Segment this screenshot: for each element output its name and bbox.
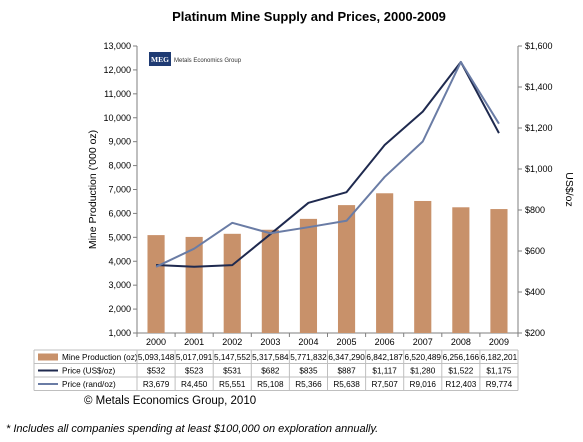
axes: 1,000 2,000 3,000 4,000 5,000 6,000 7,000 8,000… (87, 41, 575, 347)
x-tick-label: 2005 (337, 337, 357, 347)
table-cell: 6,520,489 (405, 353, 442, 362)
price-usd-line (156, 60, 500, 268)
y2-axis-title: US$/oz (563, 172, 575, 206)
x-tick-label: 2007 (413, 337, 433, 347)
y-tick-label: 1,000 (108, 328, 131, 338)
price-lines (155, 60, 500, 268)
data-table: Mine Production (oz) 5,093,148 5,017,091 5,… (33, 349, 519, 391)
table-cell: R5,638 (333, 380, 360, 389)
table-cell: 5,017,091 (176, 353, 213, 362)
table-cell: 6,347,290 (328, 353, 365, 362)
x-tick-label: 2000 (146, 337, 166, 347)
bars (147, 193, 508, 333)
y2-tick-label: $200 (525, 328, 545, 338)
y-axis-title: Mine Production ('000 oz) (87, 130, 99, 249)
production-bar (261, 229, 279, 333)
x-tick-label: 2002 (222, 337, 242, 347)
y2-tick-label: $1,000 (525, 164, 553, 174)
table-cell: $835 (299, 367, 318, 376)
y-tick-label: 5,000 (108, 232, 131, 242)
x-tick-label: 2004 (298, 337, 318, 347)
production-bar (299, 218, 318, 333)
table-cell: 6,182,201 (481, 353, 518, 362)
table-cell: R12,403 (445, 380, 476, 389)
production-bar (185, 236, 203, 333)
y-tick-label: 6,000 (108, 208, 131, 218)
table-cell: $1,522 (448, 367, 473, 376)
legend-swatch-production (38, 353, 58, 361)
production-bar (223, 233, 241, 333)
x-tick-label: 2003 (260, 337, 280, 347)
table-cell: $532 (147, 367, 166, 376)
table-cell: 6,256,166 (443, 353, 480, 362)
table-cell: R5,366 (295, 380, 322, 389)
table-cell: $1,117 (372, 367, 397, 376)
table-cell: $887 (337, 367, 356, 376)
y-tick-label: 11,000 (104, 89, 131, 99)
y-tick-label: 2,000 (108, 304, 131, 314)
chart-title: Platinum Mine Supply and Prices, 2000-20… (172, 9, 446, 24)
table-row-label: Price (US$/oz) (62, 367, 116, 376)
x-tick-label: 2001 (184, 337, 204, 347)
y-tick-label: 10,000 (103, 113, 131, 123)
price-rand-line (155, 60, 500, 268)
table-cell: 5,147,552 (214, 353, 251, 362)
y-tick-label: 4,000 (108, 256, 131, 266)
table-cell: $682 (261, 367, 280, 376)
meg-logo-badge (149, 52, 171, 66)
y2-tick-label: $800 (525, 205, 545, 215)
meg-logo-text: Metals Economics Group (174, 58, 242, 64)
table-cell: R5,551 (219, 380, 246, 389)
footnote: * Includes all companies spending at lea… (6, 423, 379, 435)
table-row-label: Mine Production (oz) (62, 353, 138, 362)
table-cell: 5,317,584 (252, 353, 289, 362)
table-cell: R7,507 (371, 380, 398, 389)
y2-tick-label: $400 (525, 287, 545, 297)
y-tick-label: 9,000 (108, 137, 131, 147)
table-cell: R9,016 (410, 380, 437, 389)
table-cell: $1,175 (486, 367, 511, 376)
y2-tick-label: $1,600 (525, 41, 553, 51)
production-bar (490, 209, 508, 333)
table-cell: R9,774 (486, 380, 513, 389)
table-cell: R4,450 (181, 380, 208, 389)
y-tick-label: 3,000 (108, 280, 131, 290)
table-cell: 6,842,187 (366, 353, 403, 362)
x-tick-label: 2009 (489, 337, 509, 347)
production-bar (414, 200, 432, 333)
y2-tick-label: $1,400 (525, 82, 553, 92)
meg-logo-abbr: MEG (151, 55, 169, 64)
x-tick-label: 2008 (451, 337, 471, 347)
table-cell: 5,093,148 (138, 353, 175, 362)
copyright: © Metals Economics Group, 2010 (84, 395, 257, 407)
production-bar (452, 207, 470, 333)
table-cell: $523 (185, 367, 204, 376)
y-tick-label: 13,000 (103, 41, 131, 51)
table-cell: 5,771,832 (290, 353, 327, 362)
x-tick-label: 2006 (375, 337, 395, 347)
y-tick-label: 7,000 (108, 185, 131, 195)
production-bar (337, 205, 356, 333)
production-bar (147, 235, 165, 333)
production-bar (376, 193, 394, 333)
table-cell: $531 (223, 367, 242, 376)
y2-tick-label: $1,200 (525, 123, 553, 133)
table-cell: $1,280 (410, 367, 435, 376)
y2-tick-label: $600 (525, 246, 545, 256)
meg-logo: MEG Metals Economics Group (149, 52, 242, 66)
table-row-label: Price (rand/oz) (62, 380, 116, 389)
y-tick-label: 8,000 (108, 161, 131, 171)
table-cell: R5,108 (257, 380, 284, 389)
y-tick-label: 12,000 (103, 65, 131, 75)
table-cell: R3,679 (143, 380, 170, 389)
